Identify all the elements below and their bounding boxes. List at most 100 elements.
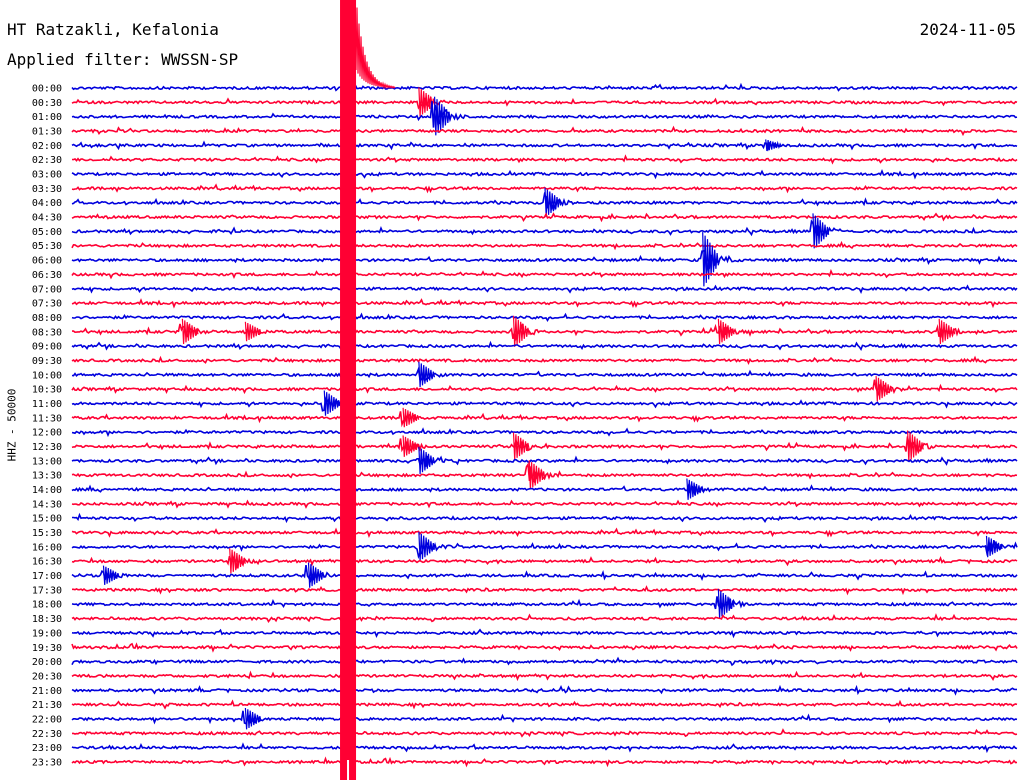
date-label: 2024-11-05: [919, 20, 1016, 39]
row-label: 06:00: [32, 256, 62, 267]
row-label: 07:00: [32, 284, 62, 295]
trace-row-1900: [71, 628, 1018, 639]
event-mark: [512, 315, 530, 347]
row-label: 22:30: [32, 729, 62, 740]
event-mark: [907, 430, 924, 462]
event-mark: [686, 478, 704, 500]
row-label: 06:30: [32, 270, 62, 281]
row-label: 15:00: [32, 514, 62, 525]
row-label: 02:00: [32, 141, 62, 152]
row-label: 20:00: [32, 657, 62, 668]
trace-row-1400: [71, 482, 1018, 497]
row-label: 21:30: [32, 700, 62, 711]
trace-row-0200: [71, 140, 1018, 152]
trace-row-2300: [71, 742, 1018, 754]
row-label: 08:30: [32, 327, 62, 338]
trace-row-1630: [71, 554, 1018, 570]
event-mark: [323, 390, 341, 416]
trace-row-1930: [71, 642, 1018, 653]
event-mark: [875, 376, 893, 402]
trace-row-2100: [71, 684, 1018, 696]
trace-row-1530: [71, 527, 1018, 538]
trace-row-1000: [71, 365, 1018, 382]
trace-row-2000: [71, 656, 1018, 667]
trace-row-1100: [71, 396, 1018, 412]
trace-row-0500: [71, 219, 1018, 238]
row-label: 01:30: [32, 127, 62, 138]
trace-row-0130: [71, 125, 1018, 137]
trace-row-0000: [71, 82, 1018, 92]
row-label: 12:30: [32, 442, 62, 453]
trace-row-0800: [71, 312, 1018, 322]
row-label-group: 00:00 00:30 01:00 01:30 02:00 02:30 03:00 03:30…: [32, 84, 62, 769]
row-label: 18:00: [32, 600, 62, 611]
trace-row-1030: [71, 379, 1018, 398]
row-label: 02:30: [32, 155, 62, 166]
trace-row-0900: [71, 340, 1018, 352]
row-label: 04:00: [32, 198, 62, 209]
event-mark: [244, 707, 262, 730]
event-mark: [229, 548, 246, 574]
row-label: 19:00: [32, 628, 62, 639]
event-mark: [985, 535, 1003, 558]
trace-row-1600: [71, 540, 1018, 560]
row-label: 14:00: [32, 485, 62, 496]
trace-group: [71, 82, 1018, 768]
row-label: 07:30: [32, 299, 62, 310]
trace-row-0730: [71, 298, 1018, 309]
filter-label: Applied filter: WWSSN-SP: [7, 50, 239, 69]
event-mark: [402, 407, 420, 428]
event-mark: [181, 318, 199, 345]
event-mark: [717, 318, 735, 345]
row-label: 11:00: [32, 399, 62, 410]
station-title: HT Ratzakli, Kefalonia: [7, 20, 219, 39]
trace-row-1800: [71, 596, 1018, 611]
trace-row-1430: [71, 499, 1018, 509]
trace-row-0930: [71, 355, 1018, 365]
trace-row-0100: [71, 101, 1018, 128]
trace-row-1200: [71, 427, 1018, 438]
major-event-band: [340, 0, 357, 780]
row-label: 00:00: [32, 84, 62, 95]
event-mark: [717, 589, 735, 619]
row-label: 21:00: [32, 686, 62, 697]
event-mark: [434, 96, 451, 136]
row-label: 17:30: [32, 585, 62, 596]
trace-row-1830: [71, 613, 1018, 623]
trace-row-0700: [71, 284, 1018, 294]
row-label: 13:30: [32, 471, 62, 482]
event-mark: [418, 361, 436, 388]
event-mark: [512, 432, 530, 460]
trace-row-0330: [71, 183, 1018, 194]
event-mark: [418, 531, 436, 561]
event-mark: [402, 435, 420, 457]
trace-row-0400: [71, 191, 1018, 211]
event-mark: [812, 213, 830, 249]
row-label: 13:00: [32, 456, 62, 467]
major-event-group: [340, 0, 396, 780]
row-label: 16:30: [32, 557, 62, 568]
event-mark: [307, 562, 325, 588]
trace-row-1230: [71, 436, 1018, 453]
trace-row-0630: [71, 268, 1018, 280]
trace-row-0230: [71, 154, 1018, 165]
trace-row-2200: [71, 710, 1018, 725]
row-label: 14:30: [32, 499, 62, 510]
trace-row-0300: [71, 168, 1018, 180]
trace-row-0430: [71, 212, 1018, 223]
row-label: 10:30: [32, 385, 62, 396]
row-label: 12:00: [32, 428, 62, 439]
trace-row-2030: [71, 670, 1018, 682]
trace-row-0530: [71, 240, 1018, 251]
row-label: 22:00: [32, 714, 62, 725]
row-label: 11:30: [32, 413, 62, 424]
trace-row-0830: [72, 322, 1017, 342]
trace-row-1300: [71, 455, 1018, 467]
trace-row-1500: [72, 512, 1018, 524]
row-label: 08:00: [32, 313, 62, 324]
trace-row-1130: [71, 411, 1018, 428]
row-label: 16:00: [32, 542, 62, 553]
row-label: 09:00: [32, 342, 62, 353]
row-label: 05:30: [32, 241, 62, 252]
